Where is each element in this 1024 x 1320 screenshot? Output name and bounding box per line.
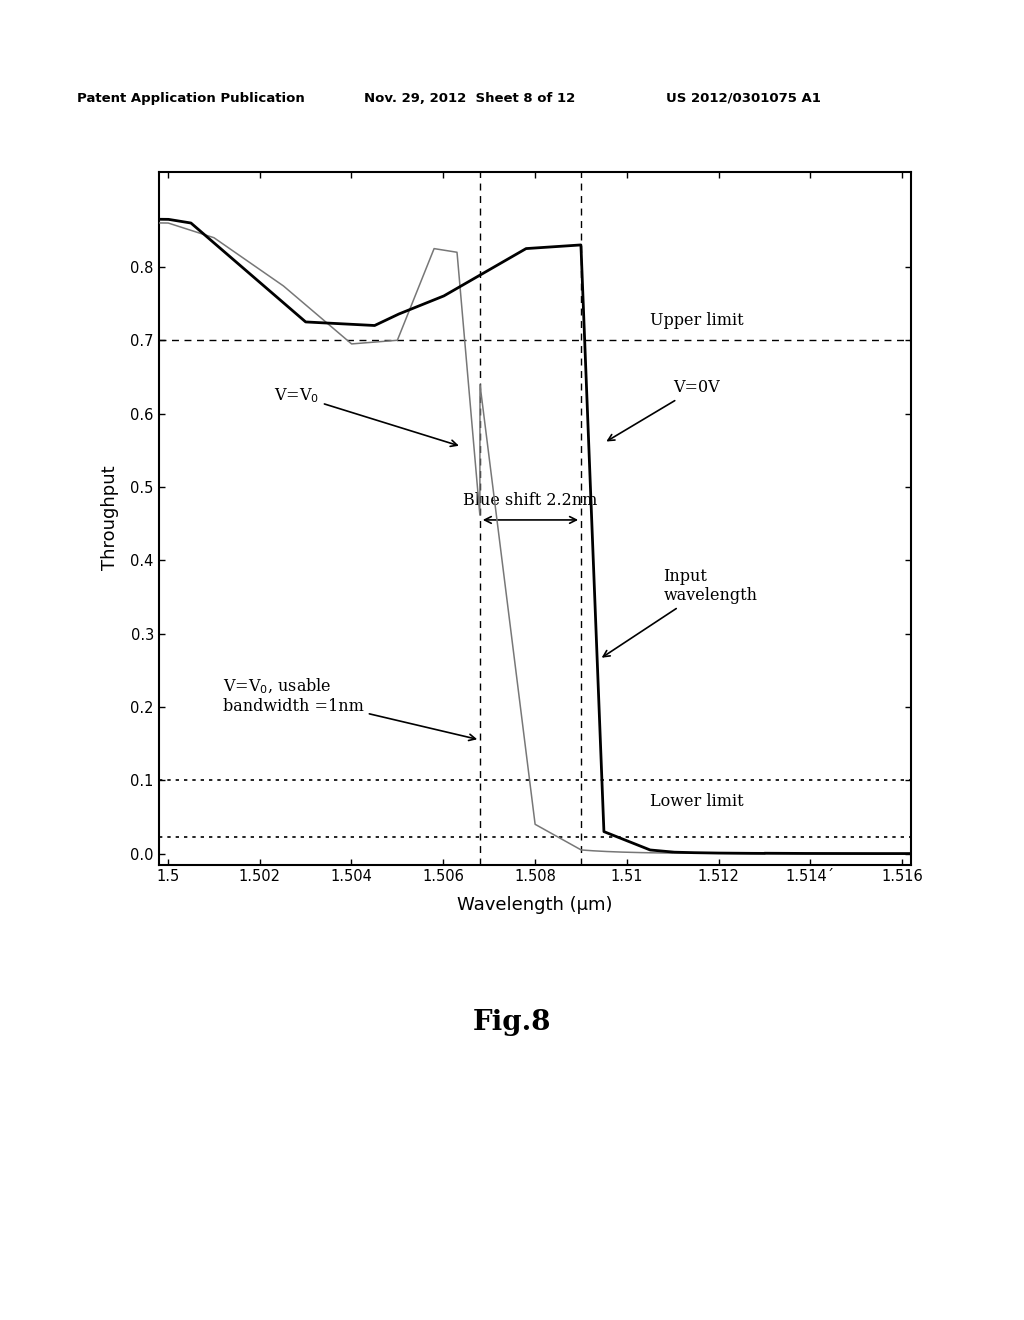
- Text: US 2012/0301075 A1: US 2012/0301075 A1: [666, 91, 820, 104]
- Text: Patent Application Publication: Patent Application Publication: [77, 91, 304, 104]
- Text: Input
wavelength: Input wavelength: [603, 568, 758, 657]
- Text: V=V$_0$: V=V$_0$: [273, 385, 457, 446]
- Text: Lower limit: Lower limit: [650, 793, 743, 810]
- Text: Upper limit: Upper limit: [650, 313, 743, 329]
- Text: V=0V: V=0V: [608, 379, 719, 441]
- Text: Nov. 29, 2012  Sheet 8 of 12: Nov. 29, 2012 Sheet 8 of 12: [364, 91, 574, 104]
- X-axis label: Wavelength (μm): Wavelength (μm): [458, 895, 612, 913]
- Y-axis label: Throughput: Throughput: [101, 466, 119, 570]
- Text: V=V$_0$, usable
bandwidth =1nm: V=V$_0$, usable bandwidth =1nm: [223, 676, 475, 741]
- Text: Fig.8: Fig.8: [473, 1010, 551, 1036]
- Text: Blue shift 2.2nm: Blue shift 2.2nm: [463, 492, 598, 510]
